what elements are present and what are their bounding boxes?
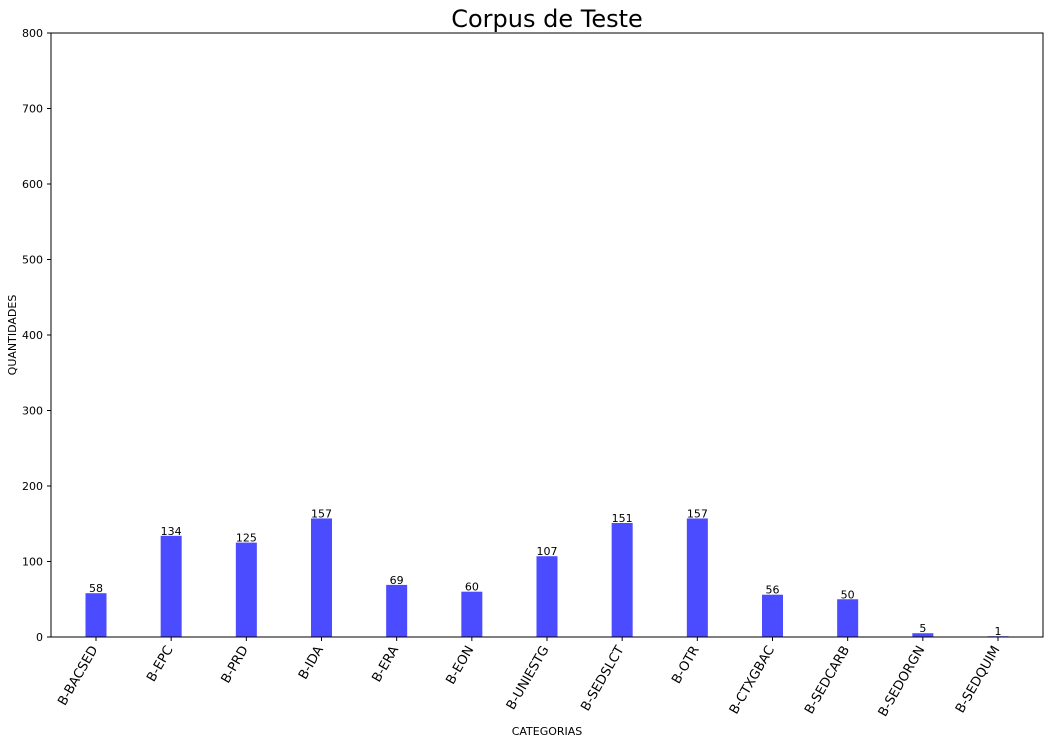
bars: 58 134 125 157 69 60 107 151 157 56 50 5 1 [85, 507, 1009, 638]
x-axis: B-BACSED B-EPC B-PRD B-IDA B-ERA B-EON B-UNIES… [55, 637, 1003, 720]
bar-b-otr [686, 518, 708, 637]
y-tick-label: 400 [22, 329, 43, 342]
value-label: 125 [236, 532, 257, 545]
value-label: 69 [390, 574, 404, 587]
value-label: 134 [161, 525, 182, 538]
x-tick-label: B-SEDCARB [802, 644, 853, 717]
x-tick-label: B-UNIESTG [504, 644, 553, 713]
y-tick-label: 0 [36, 631, 43, 644]
value-label: 151 [612, 512, 633, 525]
bar-b-eon [461, 591, 483, 637]
x-tick-label: B-EPC [144, 644, 176, 685]
x-tick-label: B-PRD [219, 644, 252, 687]
x-tick-label: B-EON [443, 644, 477, 688]
x-axis-title: CATEGORIAS [512, 725, 583, 738]
y-axis: 0 100 200 300 400 500 600 700 800 [22, 27, 51, 644]
x-tick-label: B-IDA [296, 643, 327, 682]
bar-b-bacsed [85, 593, 107, 637]
x-tick-label: B-SEDQUIM [953, 644, 1003, 716]
bar-b-epc [160, 535, 182, 637]
value-label: 157 [311, 507, 332, 520]
plot-frame [50, 32, 1044, 638]
value-label: 107 [537, 545, 558, 558]
x-tick-label: B-CTXGBAC [727, 644, 778, 718]
value-label: 60 [465, 581, 479, 594]
y-tick-label: 500 [22, 254, 43, 267]
x-tick-label: B-ERA [370, 643, 403, 685]
bar-b-era [386, 584, 408, 637]
value-label: 5 [919, 622, 926, 635]
value-label: 1 [995, 625, 1002, 638]
x-tick-label: B-SEDSLCT [578, 643, 627, 713]
bar-b-sedcarb [837, 599, 859, 637]
value-label: 50 [841, 588, 855, 601]
value-label: 157 [687, 507, 708, 520]
chart-title: Corpus de Teste [451, 5, 643, 33]
y-tick-label: 700 [22, 103, 43, 116]
bar-b-ida [311, 518, 332, 637]
x-tick-label: B-BACSED [55, 644, 101, 709]
value-label: 56 [766, 584, 780, 597]
y-tick-label: 600 [22, 178, 43, 191]
bar-b-ctxgbac [762, 594, 783, 637]
bar-b-sedorgn [912, 633, 934, 637]
y-tick-label: 800 [22, 27, 43, 40]
y-axis-title: QUANTIDADES [6, 295, 19, 376]
x-tick-label: B-OTR [669, 644, 703, 687]
x-tick-label: B-SEDORGN [876, 644, 929, 720]
value-label: 58 [89, 582, 103, 595]
y-tick-label: 100 [22, 556, 43, 569]
y-tick-label: 200 [22, 480, 43, 493]
bar-b-uniestg [536, 556, 558, 637]
y-tick-label: 300 [22, 405, 43, 418]
bar-b-sedslct [611, 522, 633, 637]
bar-b-prd [235, 542, 257, 637]
